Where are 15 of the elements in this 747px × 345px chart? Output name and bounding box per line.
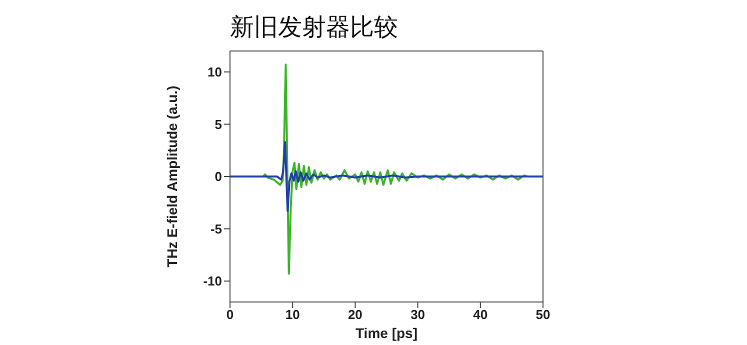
x-tick-label: 50 bbox=[536, 307, 550, 322]
y-tick-label: -5 bbox=[210, 221, 222, 236]
y-axis-title: THz E-field Amplitude (a.u.) bbox=[164, 86, 180, 268]
y-tick-label: -10 bbox=[203, 274, 222, 289]
y-tick-label: 10 bbox=[208, 64, 222, 80]
chart-title: 新旧发射器比较 bbox=[230, 14, 398, 43]
y-tick-label: 0 bbox=[214, 169, 222, 184]
x-tick-label: 30 bbox=[410, 307, 426, 322]
x-tick-label: 0 bbox=[226, 307, 234, 322]
x-tick-label: 20 bbox=[348, 307, 362, 322]
x-axis-title: Time [ps] bbox=[356, 325, 418, 341]
x-tick-label: 10 bbox=[285, 307, 300, 322]
x-tick-label: 40 bbox=[473, 307, 488, 322]
y-tick-label: 5 bbox=[214, 116, 222, 132]
line-series bbox=[230, 140, 543, 212]
